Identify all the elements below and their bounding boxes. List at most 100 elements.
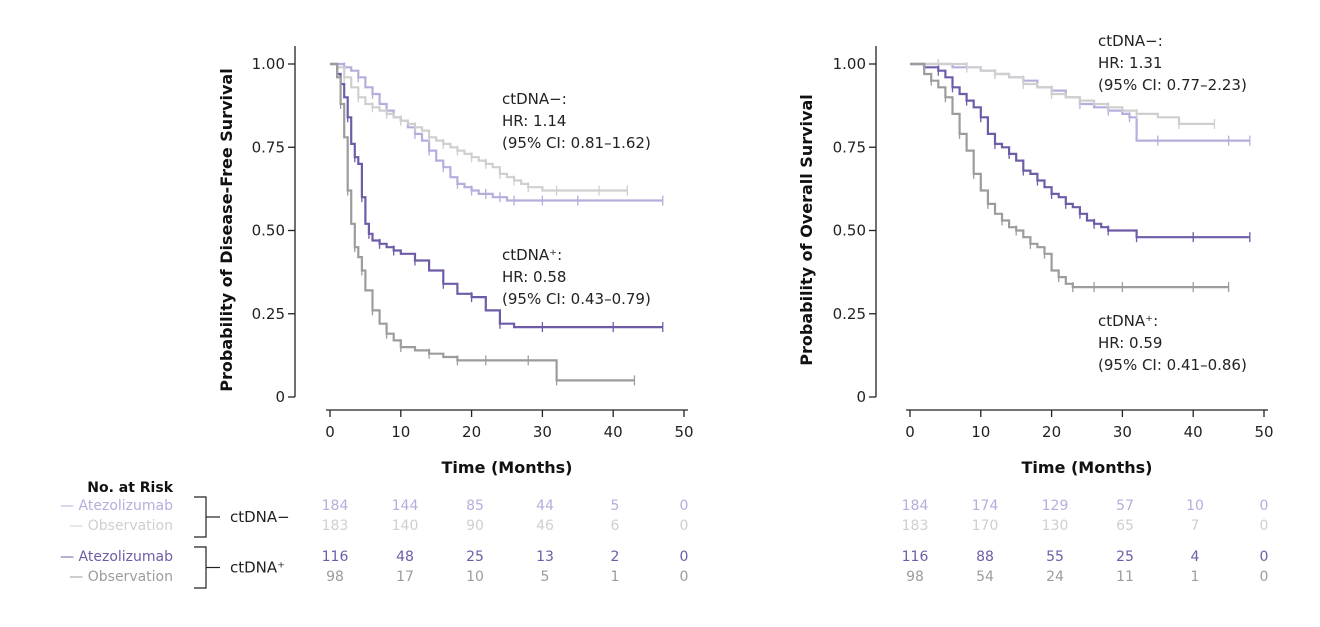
risk-count-dfs: 6 — [611, 518, 620, 534]
risk-count-os: 116 — [902, 549, 929, 565]
risk-count-dfs: 85 — [466, 498, 484, 514]
x-tick-label: 0 — [325, 423, 335, 441]
x-tick-label: 0 — [905, 423, 915, 441]
y-tick-label: 0 — [856, 388, 866, 406]
x-tick-label: 50 — [1254, 423, 1273, 441]
risk-count-os: 7 — [1191, 518, 1200, 534]
km-curve-atezo-pos — [330, 62, 663, 329]
risk-count-os: 0 — [1260, 569, 1269, 585]
risk-count-os: 0 — [1260, 498, 1269, 514]
x-tick-label: 30 — [1113, 423, 1132, 441]
risk-arm-label: — Observation — [69, 569, 173, 585]
x-axis-label: Time (Months) — [442, 458, 573, 477]
risk-count-dfs: 1 — [611, 569, 620, 585]
risk-count-dfs: 0 — [680, 518, 689, 534]
risk-arm-label: — Atezolizumab — [60, 498, 173, 514]
x-tick-label: 10 — [391, 423, 410, 441]
risk-count-dfs: 5 — [541, 569, 550, 585]
risk-count-dfs: 10 — [466, 569, 484, 585]
y-tick-label: 0.75 — [833, 138, 866, 156]
risk-count-os: 0 — [1260, 549, 1269, 565]
risk-count-dfs: 46 — [536, 518, 554, 534]
y-tick-label: 0.50 — [252, 222, 285, 240]
risk-count-os: 10 — [1186, 498, 1204, 514]
risk-count-os: 4 — [1191, 549, 1200, 565]
x-tick-label: 10 — [971, 423, 990, 441]
risk-count-dfs: 13 — [536, 549, 554, 565]
y-tick-label: 0.25 — [252, 305, 285, 323]
risk-count-dfs: 5 — [611, 498, 620, 514]
hr-annotation-pos: (95% CI: 0.41–0.86) — [1098, 356, 1247, 374]
y-axis-label: Probability of Overall Survival — [797, 94, 816, 365]
risk-group-label: ctDNA⁺ — [230, 559, 285, 577]
risk-table-title: No. at Risk — [87, 480, 173, 496]
hr-annotation-pos: ctDNA⁺: — [502, 246, 562, 264]
risk-count-os: 183 — [902, 518, 929, 534]
risk-count-os: 55 — [1046, 549, 1064, 565]
risk-count-dfs: 17 — [396, 569, 414, 585]
risk-count-os: 1 — [1191, 569, 1200, 585]
x-tick-label: 40 — [604, 423, 623, 441]
x-tick-label: 20 — [1042, 423, 1061, 441]
y-tick-label: 0 — [275, 388, 285, 406]
y-axis-label: Probability of Disease-Free Survival — [217, 68, 236, 391]
risk-count-dfs: 0 — [680, 549, 689, 565]
risk-count-os: 88 — [976, 549, 994, 565]
hr-annotation-pos: HR: 0.58 — [502, 268, 566, 286]
x-tick-label: 30 — [533, 423, 552, 441]
risk-group-label: ctDNA− — [230, 508, 290, 526]
km-curve-obs-neg — [910, 62, 1215, 125]
risk-count-dfs: 0 — [680, 498, 689, 514]
hr-annotation-neg: HR: 1.31 — [1098, 54, 1162, 72]
risk-count-os: 98 — [906, 569, 924, 585]
km-curve-obs-pos — [330, 62, 635, 382]
risk-count-os: 170 — [972, 518, 999, 534]
risk-count-dfs: 183 — [322, 518, 349, 534]
risk-count-dfs: 116 — [322, 549, 349, 565]
chart-panel-1: 0 0.25 0.50 0.75 1.00 0 10 20 30 40 50 Time (Months… — [217, 46, 694, 477]
risk-arm-label: — Atezolizumab — [60, 549, 173, 565]
km-curve-atezo-neg — [330, 62, 663, 202]
hr-annotation-neg: ctDNA−: — [1098, 32, 1163, 50]
chart-panel-2: 0 0.25 0.50 0.75 1.00 0 10 20 30 40 50 Time (Months… — [797, 32, 1274, 477]
risk-count-dfs: 98 — [326, 569, 344, 585]
x-tick-label: 40 — [1184, 423, 1203, 441]
y-tick-label: 1.00 — [833, 55, 866, 73]
risk-count-os: 25 — [1116, 549, 1134, 565]
risk-count-os: 65 — [1116, 518, 1134, 534]
km-curve-obs-pos — [910, 62, 1229, 289]
risk-count-dfs: 25 — [466, 549, 484, 565]
hr-annotation-pos: HR: 0.59 — [1098, 334, 1162, 352]
risk-count-os: 129 — [1042, 498, 1069, 514]
y-tick-label: 0.75 — [252, 138, 285, 156]
risk-count-dfs: 144 — [392, 498, 419, 514]
risk-count-dfs: 90 — [466, 518, 484, 534]
x-tick-label: 50 — [674, 423, 693, 441]
risk-arm-label: — Observation — [69, 518, 173, 534]
risk-count-os: 57 — [1116, 498, 1134, 514]
risk-count-dfs: 0 — [680, 569, 689, 585]
risk-count-os: 0 — [1260, 518, 1269, 534]
risk-count-dfs: 2 — [611, 549, 620, 565]
risk-count-os: 130 — [1042, 518, 1069, 534]
risk-count-dfs: 184 — [322, 498, 349, 514]
risk-count-os: 24 — [1046, 569, 1064, 585]
y-tick-label: 0.25 — [833, 305, 866, 323]
x-axis-label: Time (Months) — [1022, 458, 1153, 477]
risk-count-dfs: 48 — [396, 549, 414, 565]
risk-count-os: 184 — [902, 498, 929, 514]
km-curve-obs-neg — [330, 62, 628, 192]
hr-annotation-pos: (95% CI: 0.43–0.79) — [502, 290, 651, 308]
hr-annotation-neg: ctDNA−: — [502, 90, 567, 108]
risk-bracket — [194, 496, 207, 538]
hr-annotation-neg: HR: 1.14 — [502, 112, 566, 130]
risk-count-os: 11 — [1116, 569, 1134, 585]
km-curve-atezo-pos — [910, 62, 1250, 239]
risk-bracket — [194, 546, 207, 589]
y-tick-label: 1.00 — [252, 55, 285, 73]
y-tick-label: 0.50 — [833, 222, 866, 240]
risk-count-os: 174 — [972, 498, 999, 514]
risk-count-dfs: 140 — [392, 518, 419, 534]
